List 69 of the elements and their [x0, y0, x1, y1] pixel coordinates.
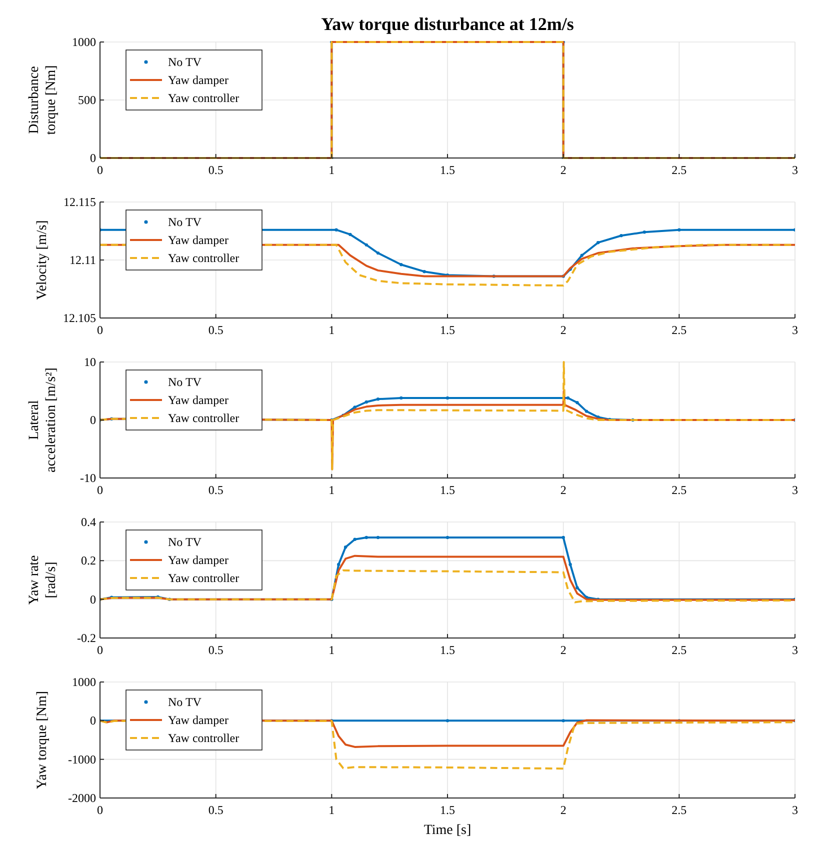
- x-tick-label: 1.5: [440, 643, 455, 657]
- x-tick-label: 1.5: [440, 803, 455, 817]
- x-tick-label: 2: [560, 803, 566, 817]
- y-axis-title: Lateral acceleration [m/s²]: [27, 368, 59, 472]
- x-tick-label: 0.5: [208, 163, 224, 177]
- y-tick-label: 500: [78, 93, 96, 107]
- chart-title: Yaw torque disturbance at 12m/s: [321, 14, 574, 34]
- y-axis-title: Yaw rate [rad/s]: [27, 555, 59, 605]
- legend-label: Yaw controller: [168, 731, 240, 745]
- y-tick-label: -0.2: [77, 631, 96, 645]
- y-tick-label: -2000: [68, 791, 96, 805]
- x-tick-label: 1.5: [440, 483, 455, 497]
- x-tick-label: 3: [792, 643, 798, 657]
- y-tick-label: 0.2: [81, 554, 96, 568]
- y-tick-label: 12.105: [63, 311, 96, 325]
- y-tick-label: 10: [84, 355, 96, 369]
- y-axis-title: Yaw torque [Nm]: [35, 690, 50, 790]
- legend-label: Yaw controller: [168, 411, 240, 425]
- y-tick-label: 0: [90, 151, 96, 165]
- x-tick-label: 2: [560, 323, 566, 337]
- x-tick-label: 2: [560, 483, 566, 497]
- legend-label: Yaw controller: [168, 251, 240, 265]
- y-axis-title: Velocity [m/s]: [35, 220, 50, 300]
- x-tick-label: 2: [560, 163, 566, 177]
- x-tick-label: 1: [328, 163, 335, 177]
- y-tick-label: 0: [90, 413, 96, 427]
- y-axis-title: Disturbance torque [Nm]: [27, 65, 59, 135]
- x-tick-label: 1: [328, 643, 335, 657]
- legend-label: Yaw damper: [168, 73, 228, 87]
- legend-label: Yaw damper: [168, 553, 228, 567]
- x-tick-label: 3: [792, 483, 798, 497]
- y-tick-label: -10: [80, 471, 96, 485]
- y-tick-label: -1000: [68, 752, 96, 766]
- legend-label: No TV: [168, 535, 202, 549]
- x-tick-label: 2: [560, 643, 566, 657]
- x-tick-label: 0.5: [208, 803, 224, 817]
- x-tick-label: 3: [792, 163, 798, 177]
- x-tick-label: 2.5: [672, 643, 687, 657]
- x-tick-label: 1: [328, 483, 335, 497]
- x-tick-label: 0.5: [208, 643, 224, 657]
- x-tick-label: 2.5: [672, 323, 687, 337]
- x-axis-title: Time [s]: [424, 823, 472, 838]
- x-tick-label: 3: [792, 323, 798, 337]
- x-tick-label: 2.5: [672, 803, 687, 817]
- x-tick-label: 0.5: [208, 483, 224, 497]
- legend-label: Yaw damper: [168, 233, 228, 247]
- legend-label: Yaw damper: [168, 393, 228, 407]
- x-tick-label: 2.5: [672, 163, 687, 177]
- x-tick-label: 1.5: [440, 163, 455, 177]
- x-tick-label: 1.5: [440, 323, 455, 337]
- y-tick-label: 0: [90, 714, 96, 728]
- x-tick-label: 0.5: [208, 323, 224, 337]
- y-tick-label: 0.4: [81, 515, 96, 529]
- legend-label: Yaw controller: [168, 571, 240, 585]
- y-tick-label: 1000: [72, 35, 96, 49]
- legend-label: Yaw controller: [168, 91, 240, 105]
- legend-label: No TV: [168, 55, 202, 69]
- y-tick-label: 12.11: [69, 253, 96, 267]
- y-tick-label: 0: [90, 592, 96, 606]
- x-tick-label: 1: [328, 803, 335, 817]
- legend-label: Yaw damper: [168, 713, 228, 727]
- y-tick-label: 12.115: [63, 195, 96, 209]
- x-tick-label: 3: [792, 803, 798, 817]
- legend-label: No TV: [168, 215, 202, 229]
- x-tick-label: 1: [328, 323, 335, 337]
- y-tick-label: 1000: [72, 675, 96, 689]
- legend-label: No TV: [168, 695, 202, 709]
- legend-label: No TV: [168, 375, 202, 389]
- x-tick-label: 2.5: [672, 483, 687, 497]
